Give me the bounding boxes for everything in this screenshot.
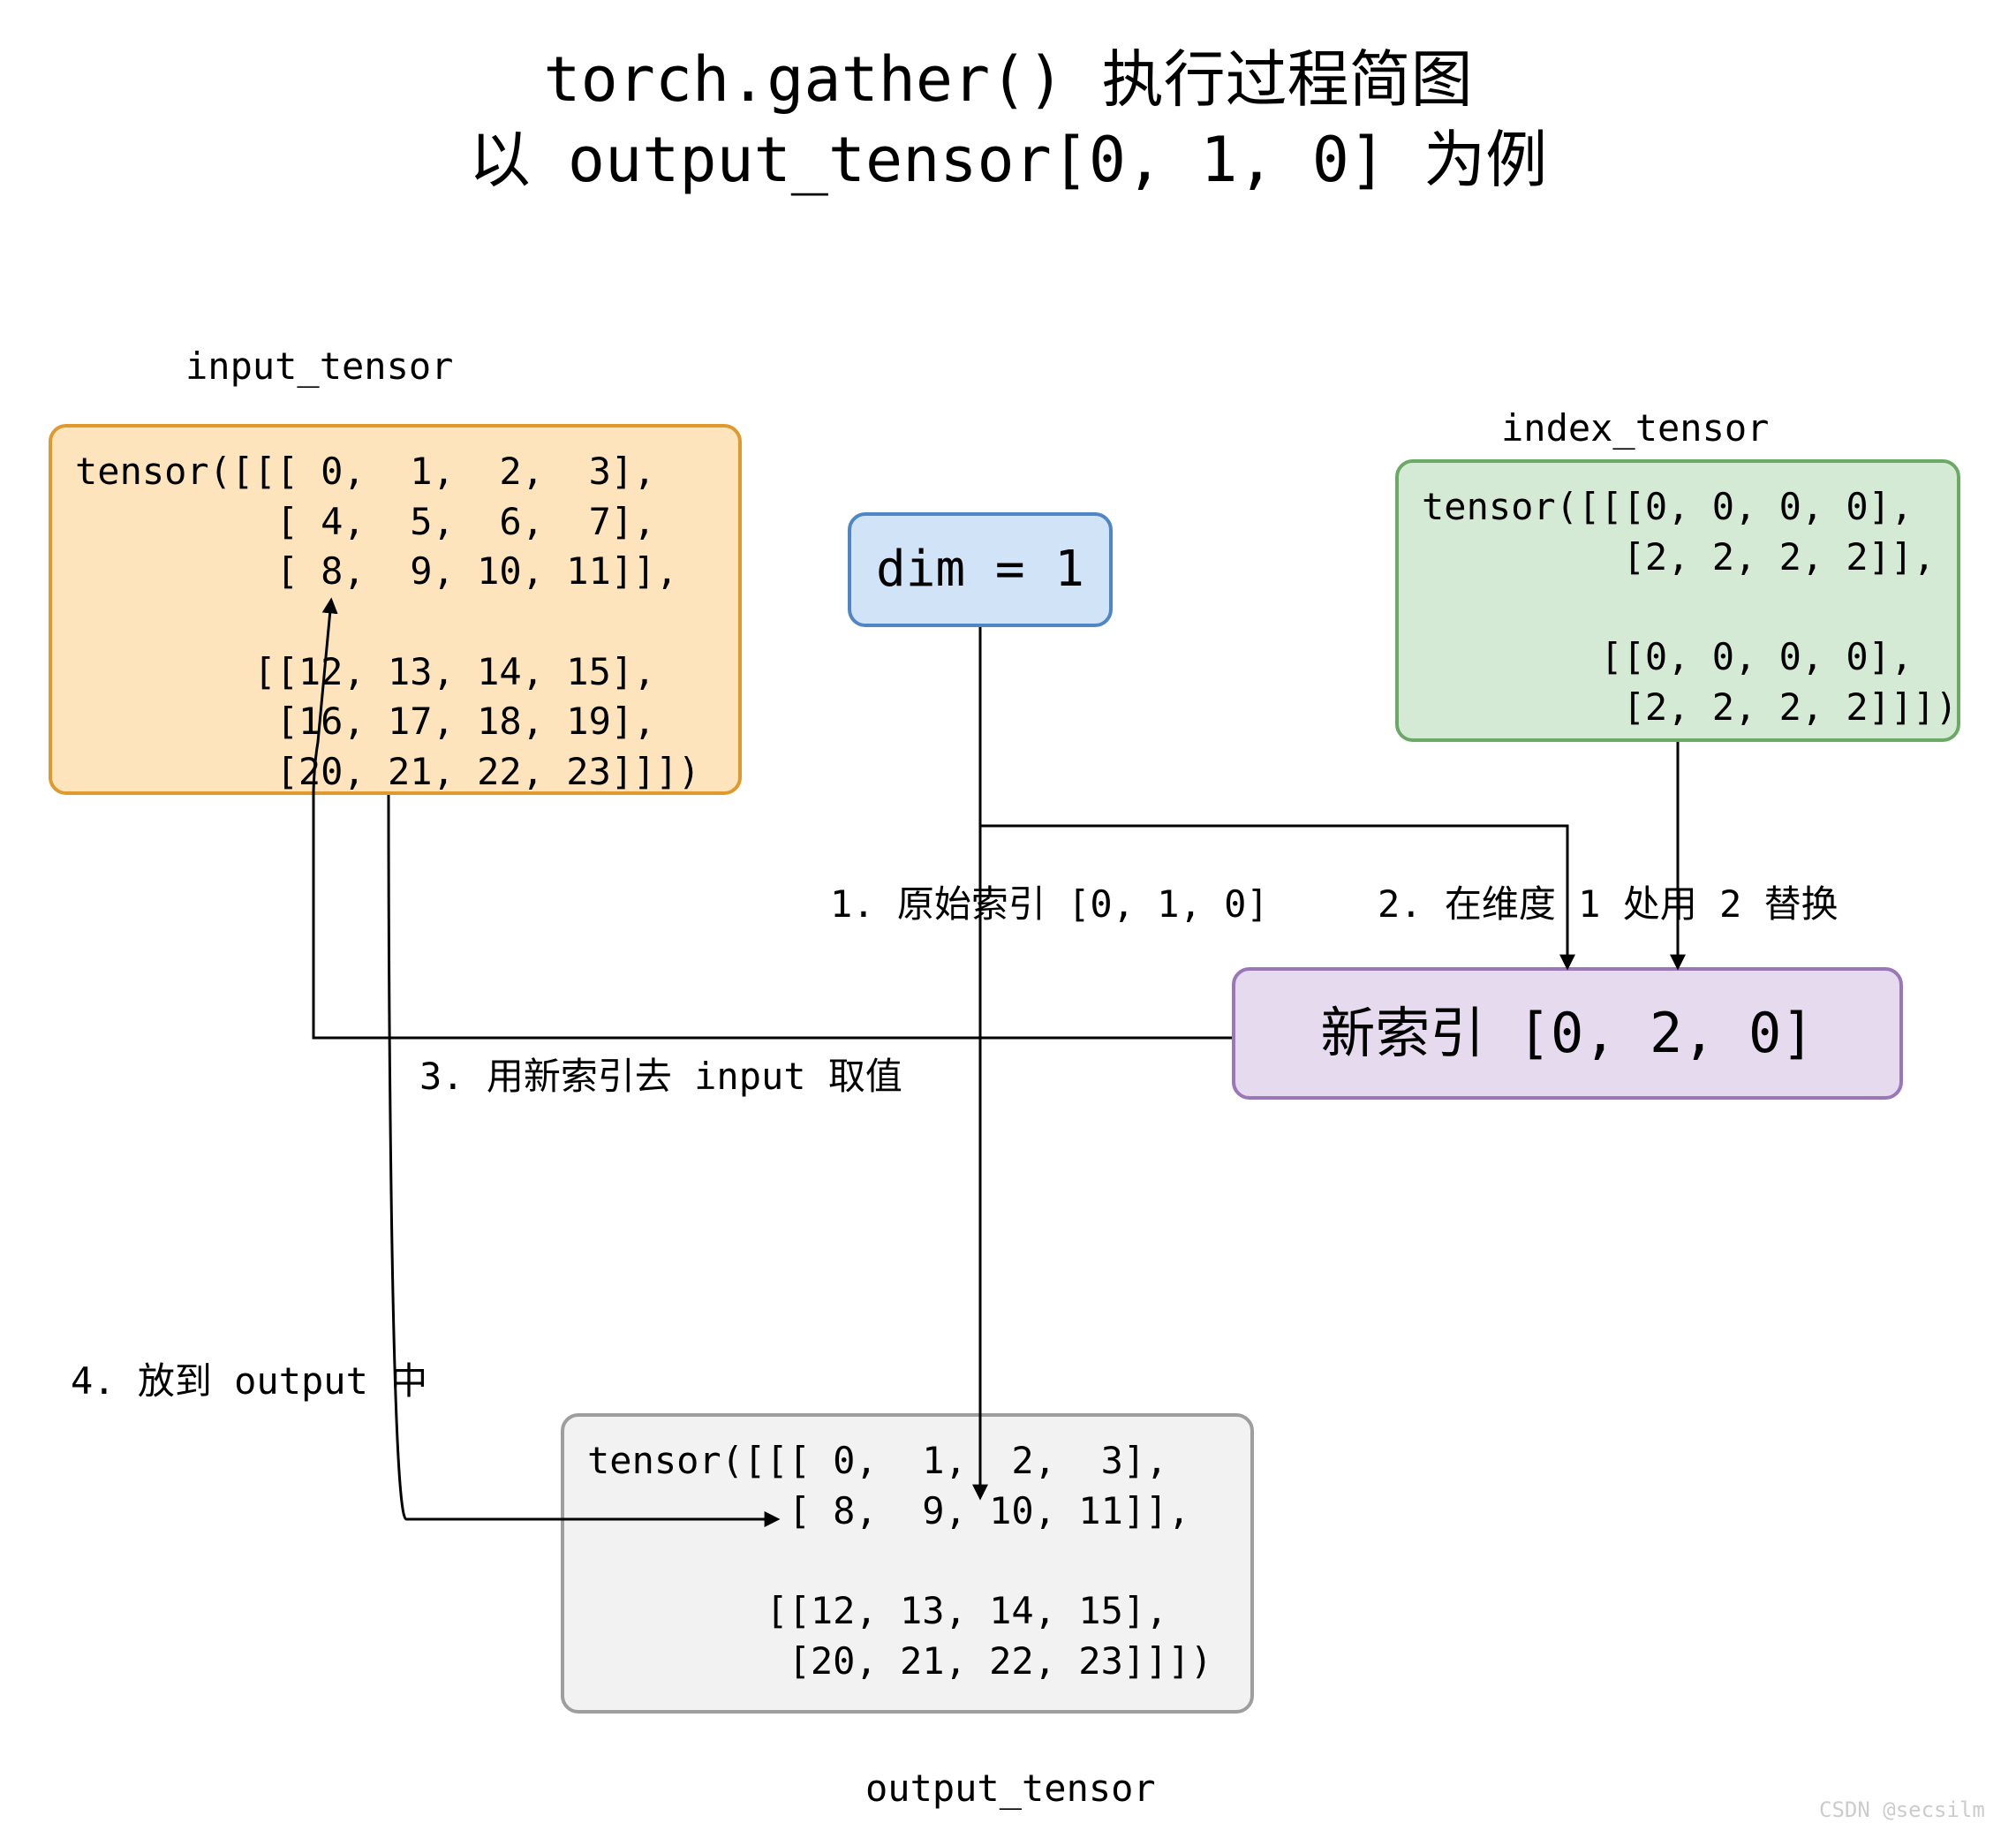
new-index-box: 新索引 [0, 2, 0] <box>1232 967 1903 1100</box>
output-tensor-box: tensor([[[ 0, 1, 2, 3], [ 8, 9, 10, 11]]… <box>561 1413 1254 1714</box>
watermark: CSDN @secsilm <box>1819 1797 1985 1822</box>
output-tensor-label: output_tensor <box>865 1767 1156 1810</box>
input-tensor-box: tensor([[[ 0, 1, 2, 3], [ 4, 5, 6, 7], [… <box>49 424 742 795</box>
diagram-canvas: torch.gather() 执行过程简图 以 output_tensor[0,… <box>0 0 2016 1831</box>
arrow-input-to-output <box>389 795 777 1519</box>
step-4-label: 4. 放到 output 中 <box>71 1351 427 1405</box>
step-2-label: 2. 在维度 1 处用 2 替换 <box>1378 874 1839 928</box>
step-1-label: 1. 原始索引 [0, 1, 0] <box>830 874 1269 928</box>
index-tensor-box: tensor([[[0, 0, 0, 0], [2, 2, 2, 2]], [[… <box>1395 459 1960 742</box>
dim-box: dim = 1 <box>848 512 1113 627</box>
index-tensor-label: index_tensor <box>1501 406 1769 450</box>
input-tensor-label: input_tensor <box>185 344 453 388</box>
diagram-title: torch.gather() 执行过程简图 以 output_tensor[0,… <box>0 40 2016 201</box>
step-3-label: 3. 用新索引去 input 取值 <box>419 1047 902 1101</box>
